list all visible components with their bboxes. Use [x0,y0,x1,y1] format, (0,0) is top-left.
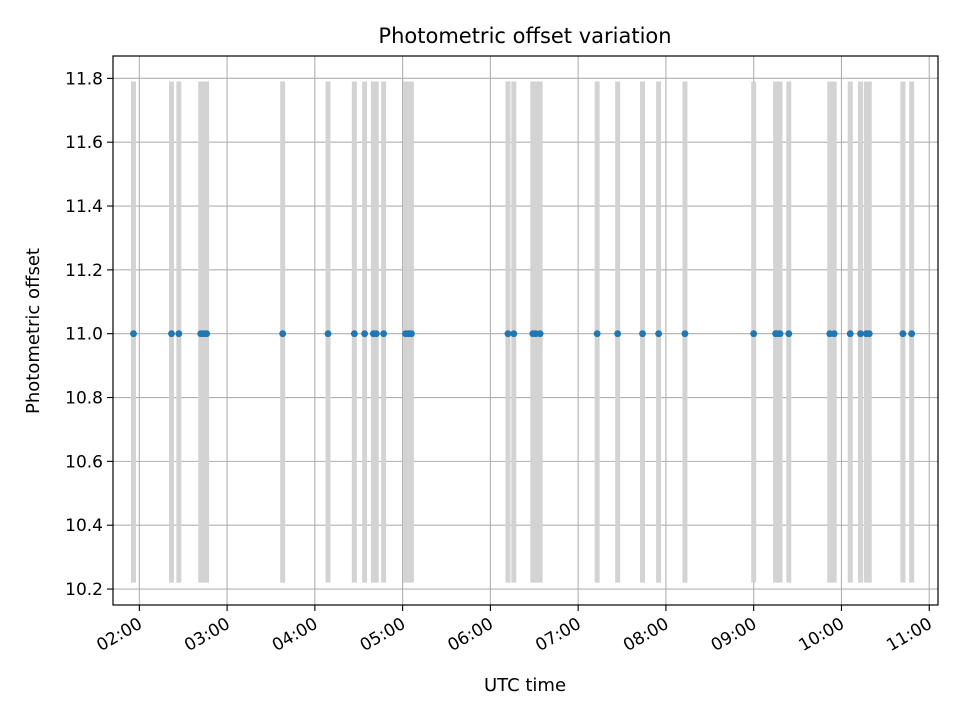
data-point [846,330,854,338]
data-point [593,330,601,338]
y-tick-label: 10.6 [65,452,103,472]
y-tick-label: 11.0 [65,325,103,345]
data-point [510,330,518,338]
data-point [857,330,864,338]
chart-title: Photometric offset variation [378,24,671,48]
data-point [372,330,380,338]
y-tick-label: 10.2 [65,580,103,600]
data-point [279,330,287,338]
y-tick-label: 11.2 [65,261,103,281]
data-point [865,330,873,338]
data-point [175,330,183,338]
data-point [614,330,622,338]
data-point [830,330,838,338]
y-tick-label: 11.6 [65,133,103,153]
data-point [168,330,175,338]
y-tick-label: 11.8 [65,69,103,89]
data-point [655,330,663,338]
data-point [324,330,332,338]
grid-layer [113,56,938,605]
y-axis-label: Photometric offset [23,248,44,414]
data-point [750,330,758,338]
data-point [681,330,689,338]
point-layer [130,330,916,338]
data-point [639,330,646,338]
y-axis-ticks: 10.2 10.4 10.6 10.8 11.0 11.2 11.4 11.6 11.8 [65,69,113,600]
data-point [899,330,907,338]
data-point [350,330,358,338]
data-point [908,330,916,338]
x-axis-label: UTC time [484,675,566,696]
data-point [785,330,793,338]
data-point [536,330,544,338]
data-point [380,330,388,338]
data-point [408,330,415,338]
data-point [361,330,368,338]
data-point [776,330,784,338]
data-point [203,330,211,338]
y-tick-label: 11.4 [65,197,103,217]
data-point [130,330,137,338]
plot-area-frame [112,55,939,606]
y-tick-label: 10.4 [65,516,103,536]
data-point [504,330,512,338]
y-tick-label: 10.8 [65,389,103,409]
